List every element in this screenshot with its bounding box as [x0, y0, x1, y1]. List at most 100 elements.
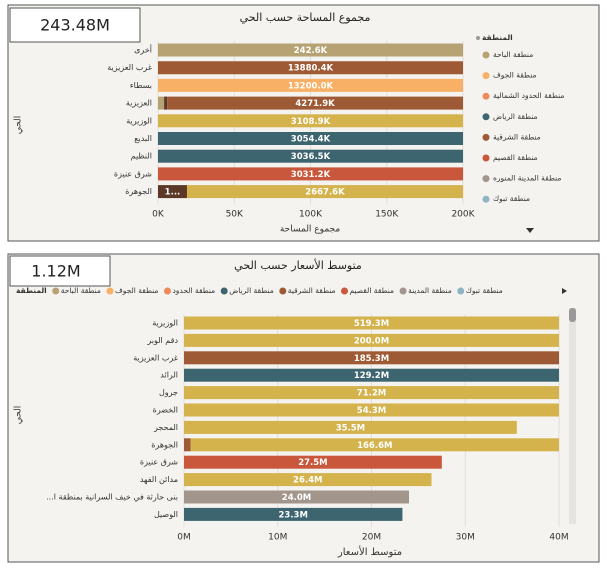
y-tick-label: بسطاء [130, 81, 152, 90]
x-tick-label: 200K [451, 210, 475, 220]
x-tick-label: 0M [177, 533, 191, 543]
bar-label: 185.3M [354, 354, 389, 364]
bar-label: 4271.9K [295, 99, 335, 109]
bar-label: 1... [165, 188, 181, 198]
legend-label: منطقة الرياض [229, 286, 274, 295]
legend-marker [279, 287, 287, 295]
scroll-arrow[interactable] [562, 288, 567, 294]
bar [158, 114, 463, 128]
bar [184, 316, 559, 330]
kpi-value: 243.48M [40, 16, 110, 35]
legend-label: منطقة القصيم [350, 286, 395, 295]
legend-marker [52, 287, 60, 295]
bar [167, 96, 463, 110]
legend-label: منطقة المدينة [408, 286, 452, 295]
legend-label: منطقة الجوف [493, 71, 537, 80]
y-tick-label: دقم الوبر [146, 336, 178, 345]
y-tick-label: الوصيل [154, 510, 178, 519]
y-tick-label: شرق عنيزة [140, 458, 178, 467]
y-tick-label: غرب العزيزية [107, 63, 152, 72]
legend-marker [482, 175, 490, 183]
bar-label: 3031.2K [291, 170, 331, 180]
y-tick-label: أخرى [134, 45, 152, 55]
legend-label: منطقة الرياض [493, 112, 538, 121]
bar [164, 96, 168, 110]
bar-label: 54.3M [357, 406, 386, 416]
bar [184, 473, 432, 487]
scrollbar[interactable] [569, 308, 576, 524]
bar [158, 185, 187, 199]
y-tick-label: الوزيرية [152, 319, 178, 328]
bar [158, 78, 463, 92]
kpi-card [9, 255, 111, 287]
bar [158, 167, 463, 181]
y-tick-label: الوزيرية [126, 116, 152, 125]
bar [184, 333, 559, 347]
scroll-thumb[interactable] [569, 308, 576, 322]
y-tick-label: غرب العزيزية [133, 353, 178, 362]
bar-label: 23.3M [279, 510, 308, 520]
legend-label: منطقة الجوف [115, 286, 159, 295]
bar-label: 3036.5K [291, 152, 331, 162]
bar [190, 438, 559, 452]
bar-label: 26.4M [293, 476, 322, 486]
legend-marker [457, 287, 465, 295]
y-tick-label: شرق عنيزة [114, 169, 152, 178]
x-tick-label: 20M [362, 533, 381, 543]
legend-label: منطقة الحدود الشمالية [493, 91, 564, 100]
y-axis-title: الحي [14, 406, 24, 425]
y-tick-label: مدائن الفهد [140, 475, 178, 484]
legend-label: منطقة الحدود [172, 286, 215, 295]
y-tick-label: الجوهرة [125, 187, 152, 196]
legend-label: منطقة الشرقية [493, 132, 541, 141]
y-tick-label: الجوهرة [151, 440, 178, 449]
legend-marker [482, 154, 490, 162]
legend-title: المنطقة [482, 33, 513, 42]
legend-marker [482, 72, 490, 80]
legend-marker [106, 287, 114, 295]
bar [186, 185, 463, 199]
legend-title: المنطقة [16, 286, 47, 295]
bar [158, 61, 463, 75]
bars [158, 43, 463, 199]
bar [158, 149, 463, 163]
bars [184, 316, 559, 521]
bar-label: 242.6K [294, 46, 328, 56]
legend-marker [341, 287, 348, 295]
legend-marker [163, 287, 171, 295]
legend-label: منطقة تبوك [493, 194, 530, 203]
bar [158, 43, 463, 57]
kpi-value: 1.12M [31, 262, 80, 281]
legend-marker [482, 195, 490, 203]
x-tick-label: 30M [456, 533, 475, 543]
y-tick-label: المحجر [153, 423, 178, 432]
bar-label: 2667.6K [305, 188, 345, 198]
bar [184, 368, 559, 382]
bar [184, 438, 191, 452]
legend-label: منطقة تبوك [466, 286, 503, 295]
bar [184, 403, 559, 417]
legend-marker [482, 133, 490, 141]
x-tick-label: 50K [226, 210, 244, 220]
legend-label: منطقة الشرقية [288, 286, 336, 295]
x-tick-label: 0K [152, 210, 165, 220]
y-tick-label: النظيم [131, 152, 152, 161]
y-tick-label: الرائد [160, 371, 178, 380]
legend-marker [476, 36, 480, 40]
legend-marker [399, 287, 407, 295]
y-tick-label: الخضرة [153, 406, 178, 415]
dropdown-icon[interactable] [526, 228, 534, 233]
bar-label: 35.5M [336, 423, 365, 433]
bar-label: 519.3M [354, 319, 389, 329]
chart-title: متوسط الأسعار حسب الحي [234, 258, 362, 272]
legend-marker [482, 51, 490, 59]
bar-label: 3054.4K [291, 135, 331, 145]
chart-title: مجموع المساحة حسب الحي [240, 11, 371, 24]
legend-marker [220, 287, 228, 295]
bar [184, 455, 442, 469]
bar [184, 351, 559, 365]
bar-label: 129.2M [354, 371, 389, 381]
bar-label: 13880.4K [288, 64, 334, 74]
legend-label: منطقة الباحة [493, 50, 533, 59]
